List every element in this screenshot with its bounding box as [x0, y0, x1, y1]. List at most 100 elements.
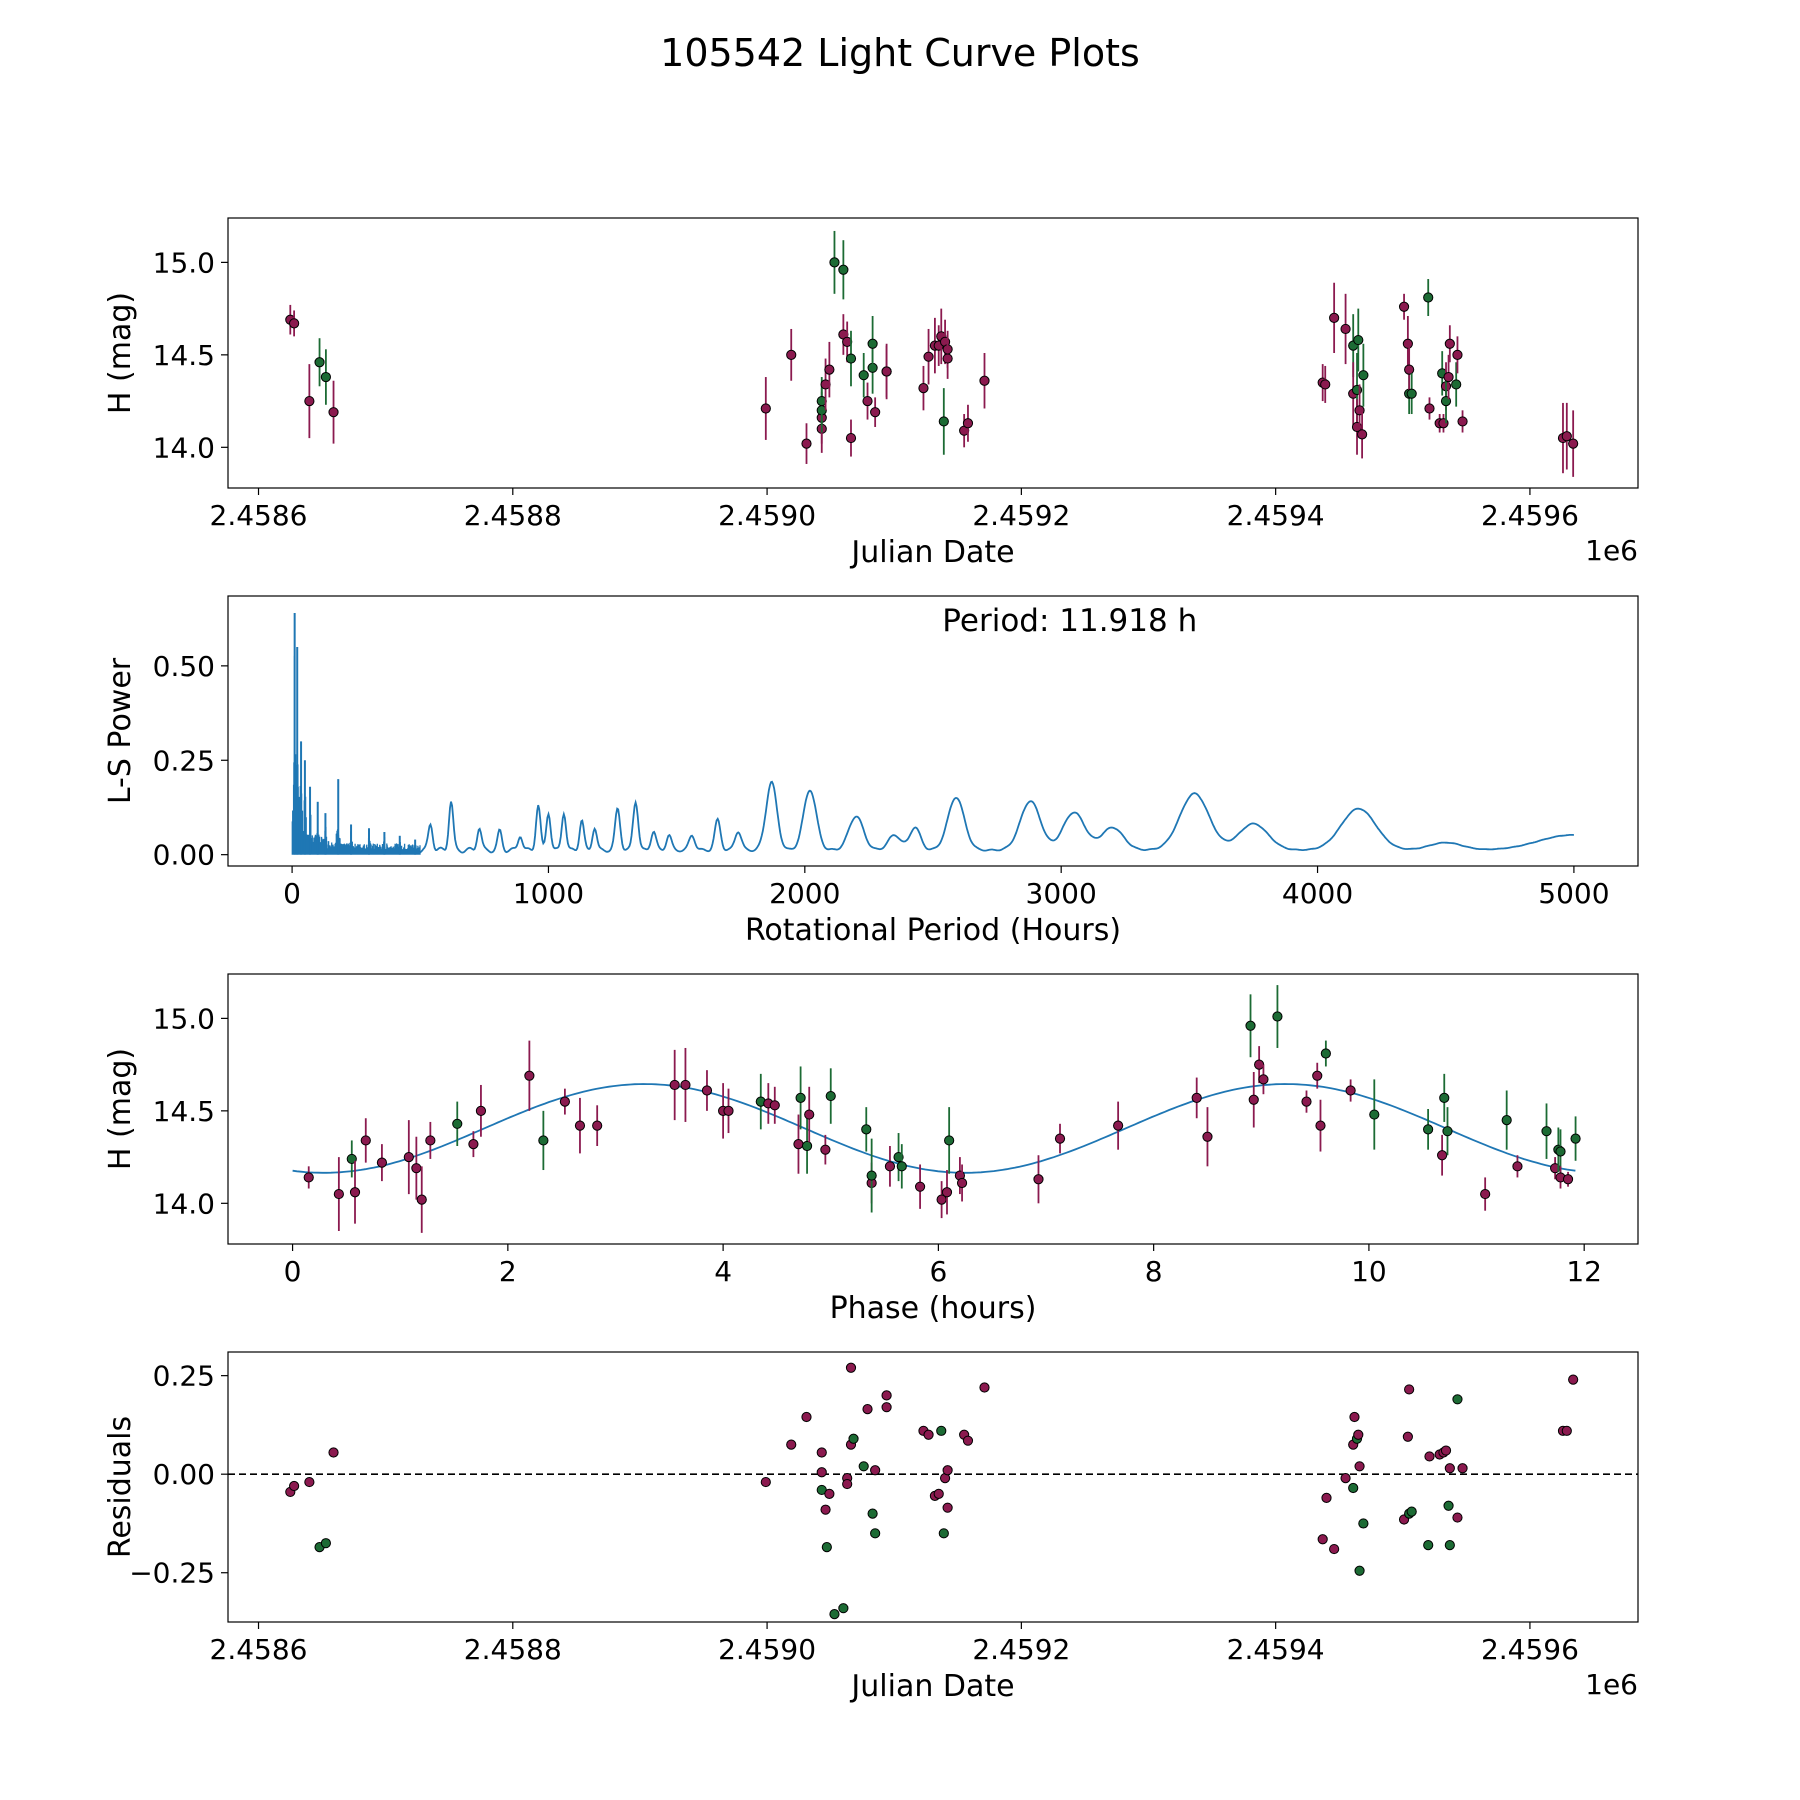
data-point — [538, 1135, 549, 1146]
residual-point — [1452, 1512, 1463, 1523]
data-point — [468, 1139, 479, 1150]
residual-point — [838, 1603, 849, 1614]
residual-point — [942, 1502, 953, 1513]
data-point — [1570, 1133, 1581, 1144]
data-point — [669, 1079, 680, 1091]
x-axis-label: Phase (hours) — [830, 1291, 1037, 1326]
residual-point — [760, 1476, 771, 1488]
y-tick-label: 0.25 — [153, 744, 215, 777]
data-point — [723, 1105, 734, 1116]
data-layer — [285, 230, 1579, 477]
data-point — [1369, 1109, 1380, 1120]
data-point — [862, 395, 873, 407]
x-tick-label: 2.4586 — [210, 499, 308, 532]
y-tick-label: 14.5 — [153, 1095, 215, 1128]
residual-point — [1568, 1374, 1579, 1385]
data-point — [346, 1153, 357, 1165]
data-point — [360, 1135, 371, 1146]
data-point — [559, 1096, 570, 1107]
residual-point — [320, 1538, 331, 1549]
periodogram-line — [414, 780, 1574, 854]
x-tick-label: 2.4588 — [464, 1633, 562, 1666]
residual-point — [923, 1429, 934, 1440]
axes-frame — [227, 973, 1639, 1245]
data-point — [1512, 1161, 1523, 1172]
data-point — [914, 1181, 926, 1192]
x-tick-label: 2.4596 — [1481, 499, 1579, 532]
y-tick-label: 0.50 — [153, 650, 215, 683]
data-point — [1312, 1070, 1323, 1081]
data-point — [1320, 1048, 1331, 1059]
data-layer — [292, 985, 1581, 1233]
data-point — [1113, 1120, 1124, 1131]
data-point — [1340, 323, 1351, 335]
residual-point — [1444, 1463, 1455, 1474]
x-tick-label: 2.4590 — [718, 1633, 816, 1666]
x-tick-label: 1000 — [513, 877, 584, 910]
residual-point — [1353, 1429, 1364, 1440]
x-tick-label: 12 — [1566, 1255, 1602, 1288]
data-point — [452, 1118, 463, 1129]
residual-point — [821, 1542, 832, 1553]
x-offset-label: 1e6 — [1585, 534, 1638, 567]
data-point — [304, 395, 315, 407]
data-point — [1451, 379, 1462, 390]
data-point — [858, 370, 869, 381]
data-point — [1442, 1126, 1453, 1137]
x-tick-label: 6 — [929, 1255, 947, 1288]
y-tick-label: 15.0 — [153, 1002, 215, 1035]
residual-point — [1321, 1492, 1332, 1503]
residual-point — [1354, 1461, 1365, 1472]
data-point — [820, 1144, 831, 1155]
data-point — [320, 371, 331, 383]
data-point — [333, 1188, 344, 1200]
y-tick-label: −0.25 — [129, 1557, 215, 1590]
residual-point — [936, 1425, 947, 1436]
x-axis-label: Julian Date — [849, 535, 1014, 570]
data-point — [938, 416, 949, 427]
y-tick-label: 0.00 — [153, 1458, 215, 1491]
residual-point — [1424, 1451, 1435, 1462]
residual-point — [824, 1488, 835, 1499]
x-tick-label: 2.4592 — [972, 1633, 1070, 1666]
data-point — [861, 1124, 872, 1135]
data-point — [793, 1139, 804, 1150]
data-point — [1320, 379, 1331, 390]
y-axis-label: H (mag) — [103, 1048, 138, 1170]
residual-point — [786, 1439, 797, 1450]
x-axis-label: Julian Date — [849, 1669, 1014, 1704]
x-tick-label: 2.4588 — [464, 499, 562, 532]
x-tick-label: 5000 — [1538, 877, 1609, 910]
data-point — [956, 1177, 968, 1189]
x-tick-label: 4 — [714, 1255, 732, 1288]
data-point — [1501, 1114, 1512, 1126]
data-point — [942, 353, 953, 364]
residual-point — [870, 1465, 881, 1476]
data-point — [1345, 1085, 1356, 1096]
residual-point — [816, 1447, 827, 1458]
residual-point — [867, 1508, 878, 1519]
data-point — [416, 1194, 427, 1205]
data-point — [801, 1140, 813, 1152]
data-point — [1423, 292, 1434, 303]
residual-point — [1354, 1565, 1365, 1576]
data-point — [1258, 1074, 1269, 1085]
phased-lightcurve-panel: 0 2 4 6 8 10 12 14.0 14.5 15.0 Phase (hours) H (mag… — [103, 973, 1639, 1326]
data-layer — [228, 1362, 1638, 1620]
data-point — [760, 403, 771, 414]
data-point — [1480, 1188, 1491, 1200]
data-layer — [291, 612, 1574, 855]
x-tick-label: 2.4590 — [718, 499, 816, 532]
y-tick-label: 14.0 — [153, 1187, 215, 1220]
x-tick-label: 8 — [1145, 1255, 1163, 1288]
residual-point — [1402, 1431, 1413, 1442]
data-point — [314, 357, 325, 368]
data-point — [1245, 1020, 1256, 1031]
lightcurve-panel: 2.4586 2.4588 2.4590 2.4592 2.4594 2.4596 14.0… — [103, 217, 1639, 570]
residual-point — [842, 1478, 853, 1490]
data-point — [884, 1161, 896, 1172]
data-point — [1202, 1131, 1213, 1142]
residual-point — [1404, 1384, 1415, 1395]
x-tick-label: 2.4596 — [1481, 1633, 1579, 1666]
